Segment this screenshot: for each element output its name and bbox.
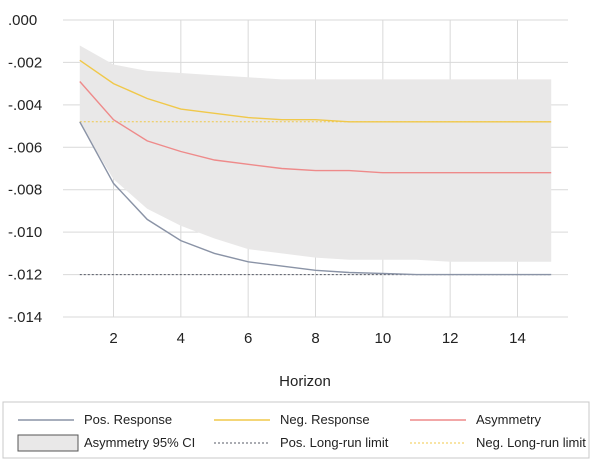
asymmetry-ci-band (79, 45, 552, 262)
series-pos-response (79, 121, 552, 276)
x-tick-label: 14 (509, 330, 526, 347)
legend-label-neg-response: Neg. Response (280, 412, 370, 427)
legend-label-asymmetry-95-ci: Asymmetry 95% CI (84, 435, 195, 450)
x-axis-label: Horizon (279, 373, 331, 390)
legend-box (2, 401, 590, 459)
x-tick-label: 4 (177, 330, 185, 347)
x-tick-label: 10 (374, 330, 391, 347)
y-tick-label: -.006 (8, 139, 42, 156)
x-tick-label: 2 (109, 330, 117, 347)
legend-label-asymmetry: Asymmetry (476, 412, 542, 427)
legend-label-neg-long-run-limit: Neg. Long-run limit (476, 435, 586, 450)
y-tick-label: -.004 (8, 97, 42, 114)
legend-label-pos-long-run-limit: Pos. Long-run limit (280, 435, 389, 450)
legend: Pos. Response Neg. Response Asymmetry Asymm… (2, 401, 590, 459)
y-tick-label: -.012 (8, 267, 42, 284)
y-tick-label: .000 (8, 12, 37, 29)
y-tick-label: -.014 (8, 309, 42, 326)
x-tick-labels: 2 4 6 8 10 12 14 (109, 330, 526, 347)
legend-swatch-asymmetry-95-ci (17, 434, 79, 452)
y-tick-label: -.010 (8, 224, 42, 241)
legend-label-pos-response: Pos. Response (84, 412, 172, 427)
y-tick-label: -.002 (8, 54, 42, 71)
x-tick-label: 6 (244, 330, 252, 347)
series-asymmetry (79, 81, 552, 174)
x-tick-label: 12 (442, 330, 459, 347)
ci-band-group (79, 45, 552, 262)
y-tick-labels: .000 -.002 -.004 -.006 -.008 -.010 -.012 -.014 (8, 12, 42, 326)
series-group (79, 59, 552, 276)
x-tick-label: 8 (311, 330, 319, 347)
series-neg-response (79, 59, 552, 123)
y-tick-label: -.008 (8, 182, 42, 199)
